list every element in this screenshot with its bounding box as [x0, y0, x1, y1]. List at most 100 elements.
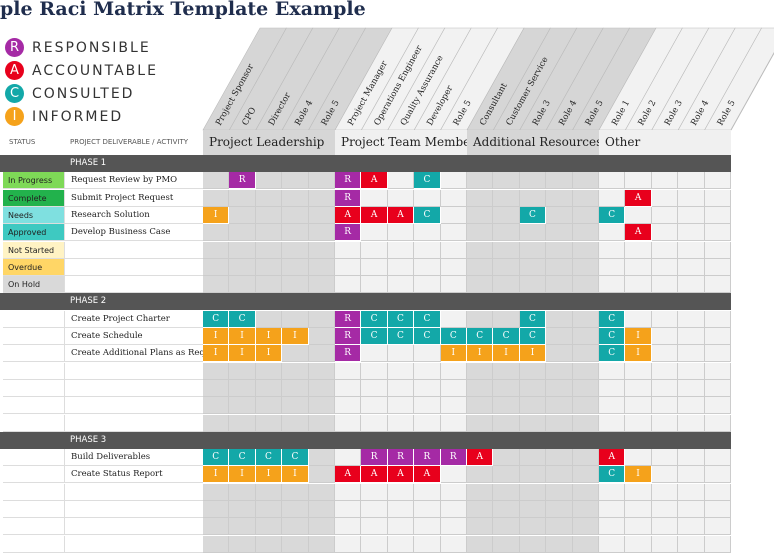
raci-cell[interactable] — [467, 241, 494, 259]
raci-cell[interactable] — [572, 501, 599, 518]
raci-mark-c[interactable]: C — [203, 310, 230, 328]
raci-cell[interactable] — [282, 310, 309, 328]
raci-cell[interactable] — [625, 518, 652, 536]
activity-cell[interactable]: Create Additional Plans as Required — [64, 345, 203, 363]
raci-cell[interactable] — [546, 241, 573, 259]
raci-cell[interactable] — [387, 518, 415, 536]
raci-mark-i[interactable]: I — [203, 466, 230, 484]
raci-cell[interactable] — [493, 224, 520, 242]
raci-cell[interactable] — [203, 172, 230, 190]
raci-cell[interactable] — [361, 345, 388, 363]
raci-mark-a[interactable]: A — [467, 449, 494, 467]
raci-cell[interactable] — [440, 414, 467, 432]
raci-cell[interactable] — [467, 172, 494, 190]
raci-cell[interactable] — [335, 241, 362, 259]
raci-cell[interactable] — [704, 362, 731, 380]
raci-cell[interactable] — [387, 483, 415, 501]
raci-cell[interactable] — [599, 224, 626, 242]
raci-mark-c[interactable]: C — [440, 328, 467, 345]
raci-mark-c[interactable]: C — [414, 172, 441, 190]
raci-mark-r[interactable]: R — [229, 172, 256, 190]
table-row[interactable]: Create Additional Plans as RequiredIIIRI… — [0, 345, 731, 363]
raci-cell[interactable] — [572, 206, 599, 224]
raci-cell[interactable] — [335, 397, 362, 415]
table-row[interactable] — [0, 535, 731, 553]
raci-cell[interactable] — [599, 362, 626, 380]
raci-cell[interactable] — [229, 483, 256, 501]
status-cell[interactable] — [3, 484, 64, 501]
raci-cell[interactable] — [414, 501, 441, 518]
raci-cell[interactable] — [282, 483, 309, 501]
raci-cell[interactable] — [519, 224, 547, 242]
raci-cell[interactable] — [229, 224, 256, 242]
raci-cell[interactable] — [546, 172, 573, 190]
table-row[interactable] — [0, 397, 731, 415]
raci-cell[interactable] — [519, 483, 547, 501]
raci-cell[interactable] — [493, 241, 520, 259]
raci-cell[interactable] — [387, 276, 415, 294]
raci-cell[interactable] — [361, 362, 388, 380]
raci-cell[interactable] — [255, 414, 283, 432]
raci-cell[interactable] — [678, 206, 705, 224]
raci-mark-c[interactable]: C — [519, 328, 547, 345]
raci-cell[interactable] — [704, 241, 731, 259]
raci-mark-c[interactable]: C — [229, 449, 256, 467]
raci-cell[interactable] — [599, 276, 626, 294]
raci-cell[interactable] — [335, 483, 362, 501]
table-row[interactable]: Complete Submit Project Request R A — [0, 189, 731, 207]
raci-cell[interactable] — [282, 276, 309, 294]
raci-mark-i[interactable]: I — [229, 328, 256, 345]
raci-cell[interactable] — [387, 501, 415, 518]
raci-cell[interactable] — [282, 241, 309, 259]
raci-cell[interactable] — [308, 310, 335, 328]
raci-cell[interactable] — [599, 397, 626, 415]
raci-cell[interactable] — [361, 414, 388, 432]
raci-cell[interactable] — [387, 362, 415, 380]
raci-cell[interactable] — [546, 206, 573, 224]
raci-cell[interactable] — [599, 172, 626, 190]
raci-mark-c[interactable]: C — [229, 310, 256, 328]
raci-cell[interactable] — [255, 379, 283, 397]
raci-mark-i[interactable]: I — [203, 345, 230, 363]
raci-cell[interactable] — [704, 345, 731, 363]
raci-cell[interactable] — [335, 362, 362, 380]
raci-cell[interactable] — [414, 241, 441, 259]
raci-cell[interactable] — [651, 224, 679, 242]
raci-mark-i[interactable]: I — [255, 328, 283, 345]
raci-mark-a[interactable]: A — [414, 466, 441, 484]
raci-cell[interactable] — [625, 172, 652, 190]
raci-cell[interactable] — [282, 206, 309, 224]
raci-cell[interactable] — [546, 328, 573, 345]
raci-cell[interactable] — [414, 345, 441, 363]
raci-cell[interactable] — [361, 535, 388, 553]
raci-cell[interactable] — [572, 328, 599, 345]
raci-cell[interactable] — [546, 466, 573, 484]
raci-cell[interactable] — [255, 310, 283, 328]
raci-cell[interactable] — [625, 449, 652, 467]
raci-cell[interactable] — [282, 379, 309, 397]
raci-cell[interactable] — [493, 172, 520, 190]
raci-mark-i[interactable]: I — [282, 466, 309, 484]
raci-mark-c[interactable]: C — [361, 310, 388, 328]
raci-cell[interactable] — [255, 224, 283, 242]
raci-cell[interactable] — [519, 258, 547, 276]
raci-cell[interactable] — [704, 501, 731, 518]
raci-cell[interactable] — [704, 466, 731, 484]
raci-cell[interactable] — [467, 224, 494, 242]
raci-cell[interactable] — [572, 276, 599, 294]
raci-cell[interactable] — [229, 189, 256, 207]
raci-cell[interactable] — [572, 449, 599, 467]
raci-cell[interactable] — [229, 414, 256, 432]
raci-cell[interactable] — [467, 397, 494, 415]
raci-cell[interactable] — [440, 276, 467, 294]
raci-cell[interactable] — [493, 189, 520, 207]
raci-cell[interactable] — [203, 518, 230, 536]
raci-cell[interactable] — [361, 224, 388, 242]
raci-cell[interactable] — [361, 189, 388, 207]
raci-cell[interactable] — [335, 518, 362, 536]
raci-mark-c[interactable]: C — [414, 328, 441, 345]
raci-mark-a[interactable]: A — [361, 172, 388, 190]
raci-cell[interactable] — [308, 449, 335, 467]
activity-cell[interactable] — [64, 397, 203, 415]
raci-cell[interactable] — [440, 501, 467, 518]
